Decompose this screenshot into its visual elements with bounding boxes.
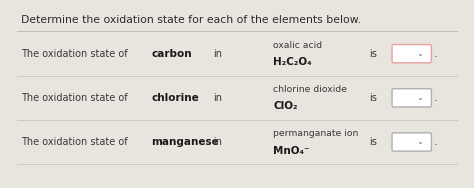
Text: chlorine dioxide: chlorine dioxide: [273, 85, 347, 94]
Text: .: .: [434, 137, 438, 147]
Text: Determine the oxidation state for each of the elements below.: Determine the oxidation state for each o…: [21, 15, 361, 25]
Text: is: is: [369, 137, 377, 147]
FancyBboxPatch shape: [392, 89, 431, 107]
Text: in: in: [213, 49, 222, 59]
Text: MnO₄⁻: MnO₄⁻: [273, 146, 310, 156]
Text: The oxidation state of: The oxidation state of: [21, 137, 128, 147]
Text: ClO₂: ClO₂: [273, 102, 298, 111]
Text: ⌄: ⌄: [416, 93, 423, 102]
Text: manganese: manganese: [152, 137, 219, 147]
Text: .: .: [434, 49, 438, 59]
Text: in: in: [213, 137, 222, 147]
FancyBboxPatch shape: [392, 45, 431, 63]
Text: chlorine: chlorine: [152, 93, 199, 103]
Text: .: .: [434, 93, 438, 103]
Text: ⌄: ⌄: [416, 137, 423, 146]
Text: is: is: [369, 49, 377, 59]
Text: in: in: [213, 93, 222, 103]
Text: H₂C₂O₄: H₂C₂O₄: [273, 57, 312, 67]
Text: permanganate ion: permanganate ion: [273, 129, 359, 138]
Text: The oxidation state of: The oxidation state of: [21, 49, 128, 59]
Text: ⌄: ⌄: [416, 49, 423, 58]
FancyBboxPatch shape: [392, 133, 431, 151]
Text: carbon: carbon: [152, 49, 192, 59]
Text: oxalic acid: oxalic acid: [273, 41, 323, 50]
Text: is: is: [369, 93, 377, 103]
Text: The oxidation state of: The oxidation state of: [21, 93, 128, 103]
